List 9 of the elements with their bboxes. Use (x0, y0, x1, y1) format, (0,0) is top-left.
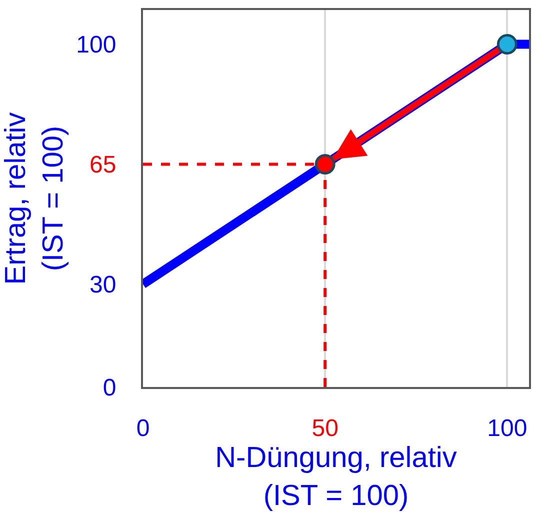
y-tick-label: 30 (89, 272, 116, 299)
x-tick-label: 0 (136, 414, 150, 442)
y-axis-title: Ertrag, relativ (IST = 100) (0, 112, 70, 285)
x-axis-title: N-Düngung, relativ (IST = 100) (215, 442, 458, 512)
y-tick-label: 0 (102, 374, 116, 402)
y-tick-label: 100 (76, 32, 116, 59)
x-tick-label: 100 (487, 414, 528, 442)
x-tick-label: 50 (312, 414, 338, 442)
y-tick-label: 65 (89, 152, 116, 179)
